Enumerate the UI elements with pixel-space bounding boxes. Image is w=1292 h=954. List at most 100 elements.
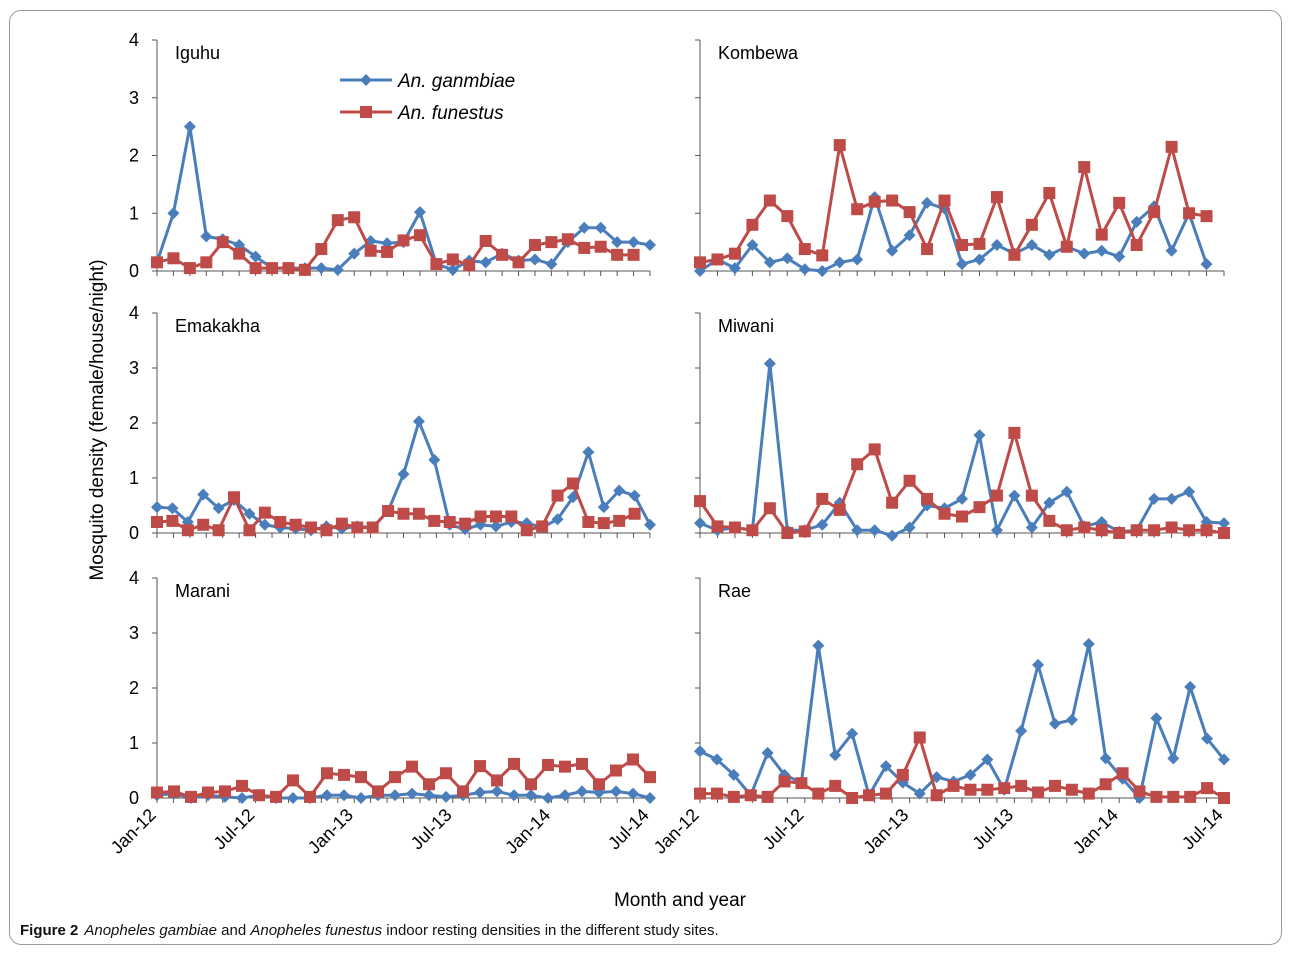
data-point: [508, 789, 520, 802]
data-point: [212, 524, 225, 537]
data-point: [763, 256, 776, 269]
data-point: [728, 521, 741, 534]
data-point: [1060, 240, 1073, 253]
data-point: [459, 517, 472, 530]
legend-marker: [360, 106, 372, 118]
y-tick-label: 3: [129, 623, 139, 643]
data-point: [1165, 244, 1178, 257]
data-point: [406, 760, 418, 773]
data-point: [566, 477, 579, 490]
data-point: [644, 792, 656, 804]
y-tick-label: 1: [129, 733, 139, 753]
data-point: [1095, 228, 1108, 241]
data-point: [981, 753, 994, 766]
data-point: [536, 520, 549, 533]
data-point: [216, 236, 229, 249]
data-point: [355, 792, 367, 804]
data-point: [183, 262, 196, 275]
data-point: [879, 787, 892, 800]
data-point: [1218, 792, 1230, 804]
data-point: [423, 789, 435, 802]
legend-label: An. funestus: [397, 103, 504, 124]
data-point: [200, 256, 213, 269]
data-point: [545, 236, 558, 249]
data-point: [863, 789, 876, 802]
data-point: [727, 768, 740, 781]
data-point: [846, 727, 859, 740]
data-point: [1099, 752, 1112, 765]
x-tick-label: Jan-13: [304, 805, 357, 858]
y-tick-label: 0: [129, 788, 139, 808]
data-point: [1048, 779, 1061, 792]
data-point: [505, 510, 518, 523]
data-point: [266, 262, 279, 275]
data-point: [320, 524, 333, 537]
y-tick-label: 3: [129, 358, 139, 378]
data-point: [423, 778, 435, 791]
panel-5: Jan-12 Jul-12 Jan-13 Jul-13 Jan-14 Jul-14 Rae: [650, 577, 1230, 858]
data-point: [833, 139, 846, 152]
y-tick-label: 4: [129, 303, 139, 323]
data-point: [1183, 524, 1196, 537]
data-point: [628, 507, 641, 520]
data-point: [829, 749, 842, 762]
data-point: [879, 760, 892, 773]
data-point: [338, 789, 350, 802]
data-point: [389, 771, 401, 784]
data-point: [903, 521, 916, 534]
data-point: [489, 520, 502, 533]
data-point: [151, 256, 163, 269]
caption-connector: and: [216, 922, 251, 939]
data-point: [366, 521, 379, 534]
data-point: [551, 513, 564, 526]
data-point: [851, 203, 864, 216]
figure-frame: [9, 10, 1282, 945]
x-tick-label: Jul-13: [407, 805, 456, 854]
data-point: [559, 760, 571, 773]
data-point: [479, 234, 492, 247]
data-point: [474, 760, 486, 773]
panel-3: Miwani: [694, 312, 1230, 542]
data-point: [167, 252, 180, 265]
data-point: [331, 263, 344, 276]
data-point: [1148, 524, 1161, 537]
data-point: [457, 785, 469, 798]
data-point: [228, 491, 241, 504]
data-point: [973, 429, 986, 442]
data-point: [1218, 527, 1230, 539]
y-tick-label: 0: [129, 261, 139, 281]
panel-4: 0 1 2 3 4 Jan-12 Jul-12 Jan-13 Jul-13 Jan-14 Jul-1…: [107, 568, 656, 858]
data-point: [270, 790, 282, 803]
data-point: [305, 521, 318, 534]
data-point: [233, 247, 246, 260]
data-point: [1065, 783, 1078, 796]
data-point: [512, 256, 525, 269]
panel-title: Kombewa: [718, 43, 799, 63]
data-point: [335, 517, 348, 530]
data-point: [990, 524, 1003, 537]
data-point: [627, 248, 640, 261]
data-point: [597, 501, 610, 514]
data-point: [1043, 514, 1056, 527]
data-point: [1032, 658, 1045, 671]
data-point: [761, 746, 774, 759]
data-point: [903, 474, 916, 487]
data-point: [1025, 239, 1038, 252]
data-point: [236, 779, 248, 792]
data-point: [1130, 215, 1143, 228]
data-point: [781, 210, 794, 223]
data-point: [851, 524, 864, 537]
panel-title: Emakakha: [175, 316, 261, 336]
data-point: [496, 248, 509, 261]
data-point: [710, 753, 723, 766]
data-point: [1130, 524, 1143, 537]
data-point: [973, 253, 986, 266]
data-point: [1184, 790, 1197, 803]
data-point: [1025, 521, 1038, 534]
data-point: [1200, 524, 1213, 537]
data-point: [956, 492, 968, 505]
data-point: [382, 505, 395, 517]
data-point: [1025, 489, 1038, 502]
data-point: [1200, 258, 1213, 271]
data-point: [289, 518, 302, 531]
